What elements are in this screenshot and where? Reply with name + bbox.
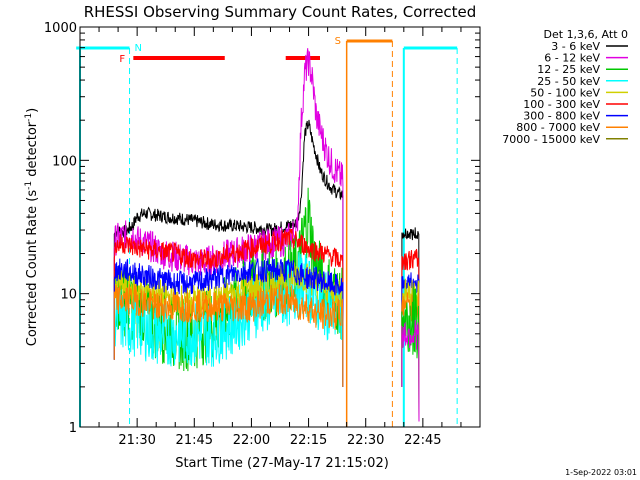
legend-entry-label: 50 - 100 keV — [530, 86, 600, 99]
x-tick-label: 22:45 — [404, 433, 441, 448]
legend-entry-label: 7000 - 15000 keV — [502, 133, 600, 146]
series-line — [113, 283, 344, 387]
x-tick-label: 22:30 — [347, 433, 384, 448]
legend-entry-label: 6 - 12 keV — [544, 52, 600, 65]
series-line — [113, 258, 344, 387]
series-lines — [113, 48, 420, 422]
x-tick-label: 21:45 — [176, 433, 213, 448]
chart-title: RHESSI Observing Summary Count Rates, Co… — [84, 3, 477, 21]
series-line — [113, 228, 344, 387]
x-tick-label: 21:30 — [118, 433, 155, 448]
legend-entry-label: 3 - 6 keV — [551, 40, 600, 53]
series-line — [113, 48, 344, 387]
y-axis-label-text: Corrected Count Rate (s-1 detector-1) — [24, 108, 40, 346]
post-gap-line — [401, 248, 420, 422]
y-axis-label: Corrected Count Rate (s-1 detector-1) — [24, 108, 40, 346]
axes: 1 10 100 1000 21:30 21:45 22:00 22:15 22:30 22:45 — [44, 21, 481, 448]
y-tick-label: 100 — [52, 154, 77, 169]
legend-entry-label: 12 - 25 keV — [537, 63, 600, 76]
x-axis-label: Start Time (27-May-17 21:15:02) — [175, 456, 389, 471]
footer-timestamp: 1-Sep-2022 03:01 — [565, 468, 637, 477]
flare-flag-label: F — [119, 54, 125, 65]
legend-entry-label: 300 - 800 keV — [523, 110, 600, 123]
series-line — [113, 119, 344, 387]
legend-entry-label: 800 - 7000 keV — [516, 121, 600, 134]
y-tick-label: 10 — [60, 288, 77, 303]
plot-frame — [79, 26, 481, 428]
y-tick-label: 1000 — [44, 21, 77, 36]
legend-title: Det 1,3,6, Att 0 — [544, 28, 628, 41]
legend-entry-label: 100 - 300 keV — [523, 98, 600, 111]
x-tick-label: 22:15 — [290, 433, 327, 448]
y-tick-label: 1 — [69, 421, 77, 436]
post-gap-line — [401, 227, 420, 422]
post-gap-line — [401, 319, 420, 422]
saa-flag-label: S — [335, 36, 341, 47]
legend-entry-label: 25 - 50 keV — [537, 75, 600, 88]
x-tick-label: 22:00 — [233, 433, 270, 448]
night-flag-label: N — [135, 43, 142, 54]
post-gap-line — [401, 272, 420, 422]
